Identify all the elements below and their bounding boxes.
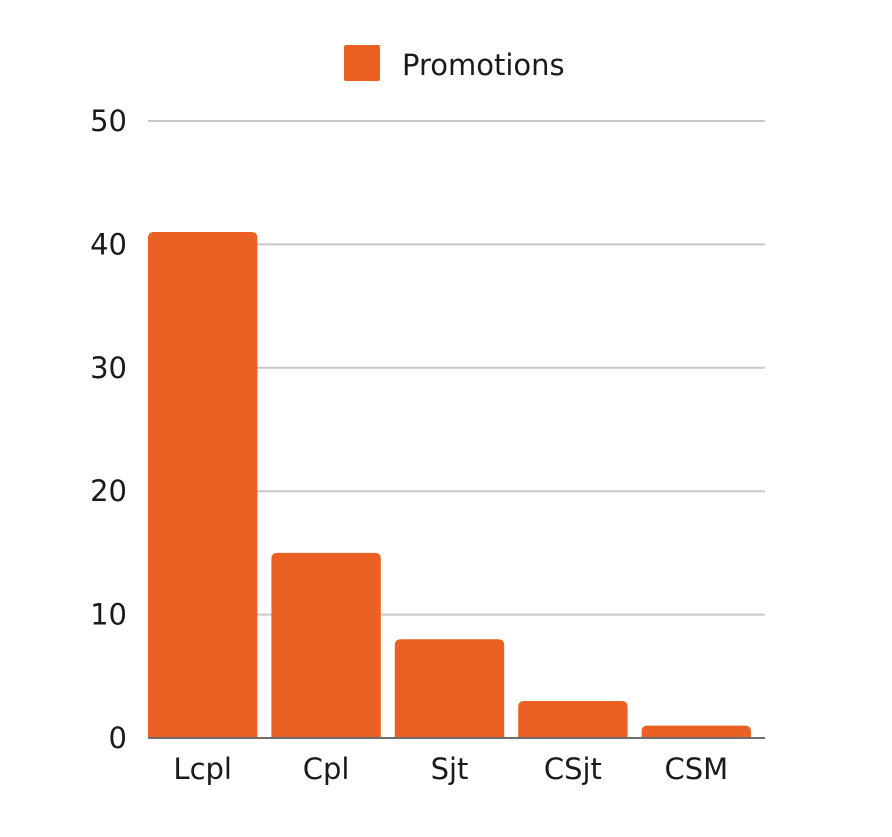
x-tick-label-sjt: Sjt bbox=[431, 752, 469, 786]
legend-swatch-promotions bbox=[344, 45, 380, 81]
y-tick-label-20: 20 bbox=[90, 474, 127, 508]
x-tick-label-csm: CSM bbox=[664, 752, 728, 786]
bar-sjt bbox=[394, 639, 505, 738]
bar-cpl bbox=[271, 552, 381, 738]
legend: Promotions bbox=[344, 45, 565, 82]
bar-lcpl bbox=[148, 232, 258, 738]
legend-label-promotions: Promotions bbox=[402, 48, 565, 82]
y-tick-label-0: 0 bbox=[109, 721, 127, 755]
x-tick-label-lcpl: Lcpl bbox=[173, 752, 232, 786]
y-tick-label-30: 30 bbox=[90, 351, 127, 385]
bar-csm bbox=[641, 725, 751, 738]
bars bbox=[148, 232, 751, 738]
bar-csjt bbox=[518, 700, 628, 738]
y-tick-label-10: 10 bbox=[90, 598, 127, 632]
y-tick-label-50: 50 bbox=[90, 104, 127, 138]
y-tick-label-40: 40 bbox=[90, 227, 127, 261]
x-tick-label-csjt: CSjt bbox=[544, 752, 602, 786]
x-tick-label-cpl: Cpl bbox=[303, 752, 350, 786]
axes: 0 10 20 30 40 50 Lcpl Cpl Sjt CSjt CSM bbox=[90, 104, 765, 786]
